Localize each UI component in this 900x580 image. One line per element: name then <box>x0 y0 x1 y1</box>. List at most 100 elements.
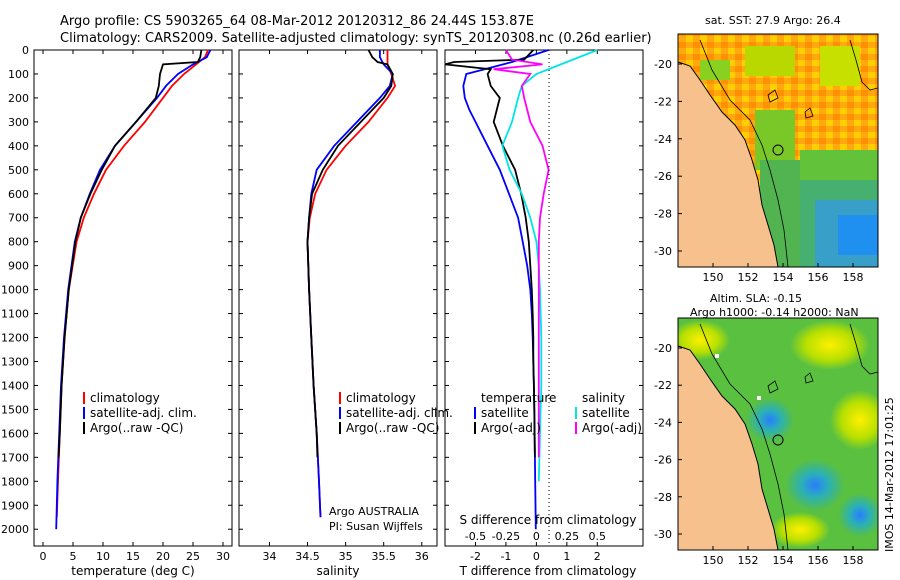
lat-tick-label: -30 <box>654 245 672 258</box>
s-tick-label: 0.5 <box>589 530 607 543</box>
legend-label-climatology: climatology <box>346 391 416 405</box>
depth-tick-label: 800 <box>8 236 29 249</box>
s-tick-label: -0.5 <box>465 530 486 543</box>
x-tick-label: 0 <box>40 550 47 563</box>
depth-tick-label: 1500 <box>1 403 29 416</box>
legend-label-argo: Argo(..raw -QC) <box>90 421 183 435</box>
depth-tick-label: 2000 <box>1 523 29 536</box>
lat-tick-label: -30 <box>654 528 672 541</box>
lat-tick-label: -20 <box>654 58 672 71</box>
depth-tick-label: 1600 <box>1 427 29 440</box>
depth-tick-label: 400 <box>8 140 29 153</box>
salinity-curves <box>306 49 397 518</box>
depth-tick-label: 1700 <box>1 451 29 464</box>
legend-header-salinity: salinity <box>582 391 625 405</box>
sla-map-frame <box>677 317 879 551</box>
sst-map-frame <box>677 33 879 268</box>
depth-tick-label: 1200 <box>1 332 29 345</box>
x-tick-label: 34.5 <box>295 550 320 563</box>
depth-tick-label: 1300 <box>1 355 29 368</box>
lat-tick-label: -24 <box>654 416 672 429</box>
depth-tick-label: 1100 <box>1 308 29 321</box>
temperature-curves <box>55 49 212 530</box>
depth-tick-label: 700 <box>8 212 29 225</box>
lon-tick-label: 154 <box>773 554 794 567</box>
float-info-line-2: PI: Susan Wijffels <box>329 520 423 533</box>
series-line <box>306 49 394 458</box>
lon-tick-label: 156 <box>808 271 829 284</box>
temperature-axis-label: temperature (deg C) <box>71 564 194 578</box>
salinity-x-axis: 34 34.5 35 35.5 36 <box>262 50 429 563</box>
depth-tick-label: 200 <box>8 92 29 105</box>
depth-tick-label: 600 <box>8 188 29 201</box>
s-tick-label: 0 <box>533 530 540 543</box>
s-difference-axis-label: S difference from climatology <box>460 513 637 527</box>
x-tick-label: 5 <box>70 550 77 563</box>
depth-tick-label: 1800 <box>1 475 29 488</box>
depth-tick-label: 1400 <box>1 379 29 392</box>
sla-map <box>678 318 878 550</box>
x-tick-label: 36 <box>415 550 429 563</box>
legend-label-temp-satellite: satellite <box>481 406 529 420</box>
lon-tick-label: 150 <box>703 554 724 567</box>
depth-tick-label: 0 <box>22 44 29 57</box>
series-line <box>57 49 203 458</box>
series-line <box>493 49 550 458</box>
s-tick-label: 0.25 <box>555 530 580 543</box>
lat-tick-label: -22 <box>654 95 672 108</box>
sla-map-title-1: Altim. SLA: -0.15 <box>710 292 802 305</box>
lat-tick-label: -26 <box>654 454 672 467</box>
lon-tick-label: 152 <box>738 554 759 567</box>
sst-longitude-axis: 150 152 154 156 158 <box>703 263 864 284</box>
s-tick-label: -0.25 <box>492 530 520 543</box>
lon-tick-label: 150 <box>703 271 724 284</box>
series-line <box>501 49 598 482</box>
x-tick-label: 20 <box>156 550 170 563</box>
difference-curves <box>444 49 598 530</box>
title-line-1: Argo profile: CS 5903265_64 08-Mar-2012 … <box>60 14 534 29</box>
depth-tick-label: 100 <box>8 68 29 81</box>
lat-tick-label: -26 <box>654 170 672 183</box>
lon-tick-label: 152 <box>738 271 759 284</box>
sla-map-title-2: Argo h1000: -0.14 h2000: NaN <box>690 306 859 319</box>
depth-tick-label: 900 <box>8 260 29 273</box>
sla-latitude-axis: -20 -22 -24 -26 -28 -30 <box>654 342 682 541</box>
legend-label-sal-argo: Argo(-adj) <box>582 421 642 435</box>
salinity-legend: climatology satellite-adj. clim. Argo(..… <box>339 391 453 435</box>
sst-map-title: sat. SST: 27.9 Argo: 26.4 <box>705 14 841 27</box>
x-tick-label: -1 <box>500 550 511 563</box>
legend-label-satellite: satellite-adj. clim. <box>90 406 197 420</box>
lat-tick-label: -20 <box>654 342 672 355</box>
x-tick-label: 34 <box>262 550 276 563</box>
lat-tick-label: -28 <box>654 491 672 504</box>
difference-x-axis: -2 -1 0 1 2 -0.5 -0.25 0 0.25 0.5 <box>465 50 606 563</box>
x-tick-label: 25 <box>186 550 200 563</box>
x-tick-label: 15 <box>126 550 140 563</box>
x-tick-label: 35.5 <box>371 550 396 563</box>
legend-label-satellite: satellite-adj. clim. <box>346 406 453 420</box>
lon-tick-label: 156 <box>808 554 829 567</box>
t-difference-axis-label: T difference from climatology <box>459 564 637 578</box>
lat-tick-label: -24 <box>654 133 672 146</box>
depth-tick-label: 1900 <box>1 499 29 512</box>
temperature-x-axis: 0 5 10 15 20 25 30 <box>40 50 230 563</box>
legend-label-sal-satellite: satellite <box>582 406 630 420</box>
legend-label-temp-argo: Argo(-adj) <box>481 421 541 435</box>
sst-latitude-axis: -20 -22 -24 -26 -28 -30 <box>654 58 682 258</box>
lat-tick-label: -28 <box>654 208 672 221</box>
imos-timestamp: IMOS 14-Mar-2012 17:01:25 <box>883 397 896 552</box>
lon-tick-label: 158 <box>843 554 864 567</box>
legend-header-temperature: temperature <box>481 391 556 405</box>
difference-panel <box>444 49 644 547</box>
legend-label-climatology: climatology <box>90 391 160 405</box>
lon-tick-label: 158 <box>843 271 864 284</box>
x-tick-label: 30 <box>216 550 230 563</box>
x-tick-label: 2 <box>594 550 601 563</box>
salinity-axis-label: salinity <box>316 564 359 578</box>
x-tick-label: 0 <box>533 550 540 563</box>
lat-tick-label: -22 <box>654 379 672 392</box>
depth-tick-label: 500 <box>8 164 29 177</box>
depth-tick-label: 1000 <box>1 284 29 297</box>
x-tick-label: -2 <box>470 550 481 563</box>
